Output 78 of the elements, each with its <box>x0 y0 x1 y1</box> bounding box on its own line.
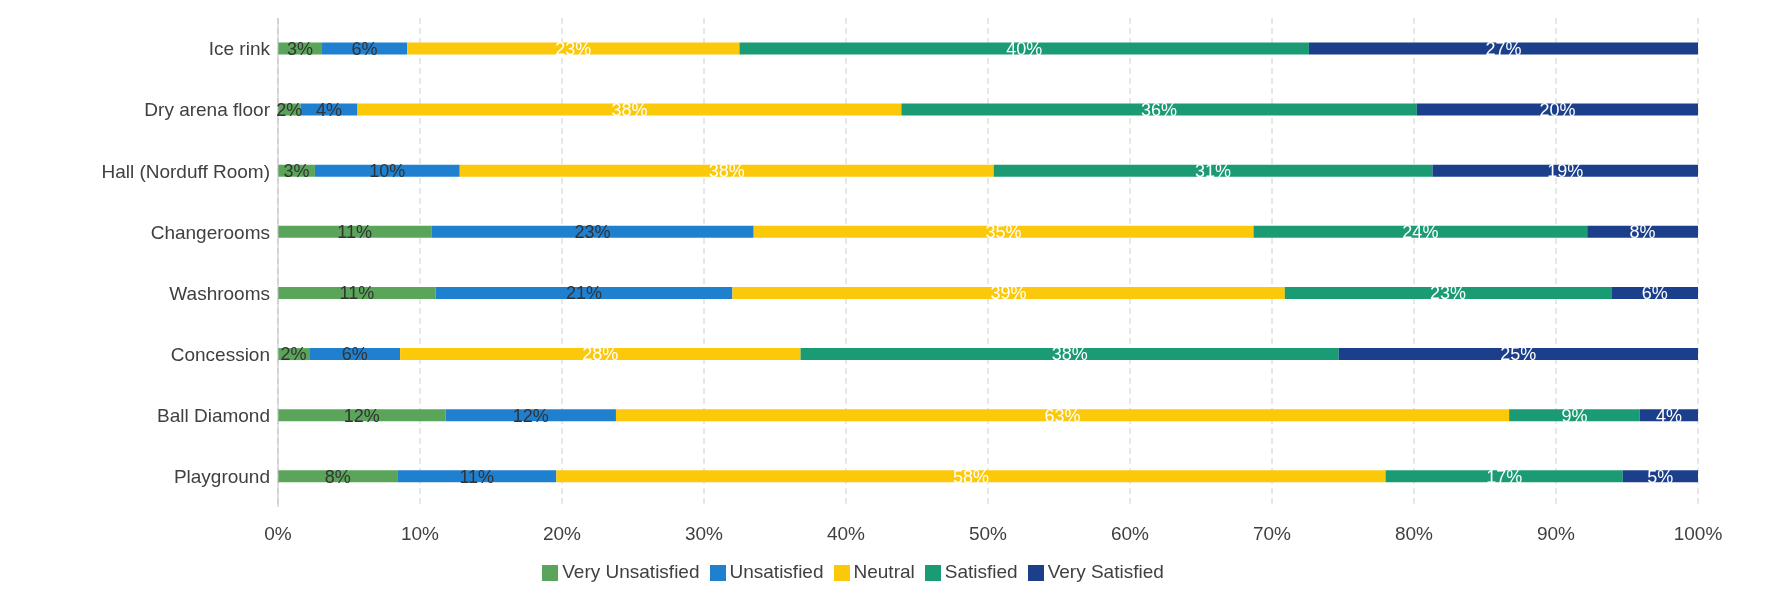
data-label: 36% <box>1141 99 1178 120</box>
data-label: 12% <box>512 405 549 426</box>
data-label: 38% <box>708 161 745 181</box>
bar <box>1284 286 1612 299</box>
bar <box>1308 42 1698 55</box>
x-tick-label: 80% <box>1394 523 1434 545</box>
y-tick-label: Ball Diamond <box>157 405 270 427</box>
bar <box>431 225 754 238</box>
bar <box>1338 348 1698 361</box>
y-tick-label: Hall (Norduff Room) <box>101 160 270 182</box>
legend-label: Very Satisfied <box>1047 561 1164 582</box>
x-tick-label: 30% <box>684 523 724 545</box>
data-label: 38% <box>611 99 648 120</box>
legend-label: Very Unsatisfied <box>562 561 700 582</box>
data-label: 4% <box>316 99 343 120</box>
y-tick-label: Washrooms <box>169 282 270 304</box>
bar <box>732 286 1285 299</box>
x-tick-label: 100% <box>1673 523 1723 545</box>
data-label: 23% <box>555 38 592 59</box>
data-label: 23% <box>574 222 611 243</box>
bar <box>615 409 1510 422</box>
data-label: 9% <box>1561 405 1588 426</box>
data-label: 35% <box>985 222 1022 243</box>
data-label: 19% <box>1547 161 1584 181</box>
bar <box>556 470 1386 483</box>
legend-label: Neutral <box>853 561 915 582</box>
data-label: 6% <box>351 38 378 59</box>
y-tick-label: Playground <box>173 466 270 488</box>
x-tick-label: 10% <box>400 523 440 545</box>
bar <box>435 286 733 299</box>
bar <box>753 225 1254 238</box>
bar <box>739 42 1309 55</box>
legend-label: Unsatisfied <box>729 561 824 582</box>
bar <box>800 348 1339 361</box>
y-tick-label: Ice rink <box>208 38 271 60</box>
y-tick-label: Dry arena floor <box>144 99 271 121</box>
x-tick-label: 20% <box>542 523 582 545</box>
bar <box>1416 103 1698 116</box>
data-label: 40% <box>1006 38 1043 59</box>
bar <box>901 103 1417 116</box>
data-label: 20% <box>1539 99 1576 120</box>
data-label: 63% <box>1044 405 1081 426</box>
data-label: 24% <box>1402 222 1439 243</box>
data-label: 31% <box>1195 161 1232 181</box>
x-tick-label: 90% <box>1536 523 1576 545</box>
bar <box>459 164 994 177</box>
bar <box>1253 225 1588 238</box>
data-label: 3% <box>283 161 310 181</box>
bar <box>1385 470 1623 483</box>
bar <box>357 103 902 116</box>
data-label: 5% <box>1647 466 1674 487</box>
bar <box>1432 164 1698 177</box>
x-tick-label: 50% <box>968 523 1008 545</box>
data-label: 10% <box>369 161 406 181</box>
x-tick-label: 60% <box>1110 523 1150 545</box>
y-tick-label: Concession <box>170 343 270 365</box>
x-tick-label: 40% <box>826 523 866 545</box>
legend-label: Satisfied <box>944 561 1018 582</box>
data-label: 8% <box>1629 222 1656 243</box>
data-label: 11% <box>459 466 495 487</box>
data-label: 21% <box>565 283 603 304</box>
data-label: 3% <box>287 38 314 59</box>
data-label: 6% <box>341 344 368 365</box>
data-label: 11% <box>337 222 373 243</box>
bar <box>407 42 740 55</box>
data-label: 11% <box>339 283 375 304</box>
data-label: 8% <box>324 466 351 487</box>
x-tick-label: 70% <box>1252 523 1292 545</box>
x-tick-label: 0% <box>264 523 292 545</box>
data-label: 12% <box>343 405 380 426</box>
data-label: 4% <box>1655 405 1682 426</box>
data-label: 17% <box>1486 466 1523 487</box>
y-tick-label: Changerooms <box>150 221 270 243</box>
data-label: 58% <box>952 466 989 487</box>
bar <box>400 348 801 361</box>
bar <box>993 164 1433 177</box>
data-label: 27% <box>1485 38 1522 59</box>
data-label: 2% <box>280 344 307 365</box>
